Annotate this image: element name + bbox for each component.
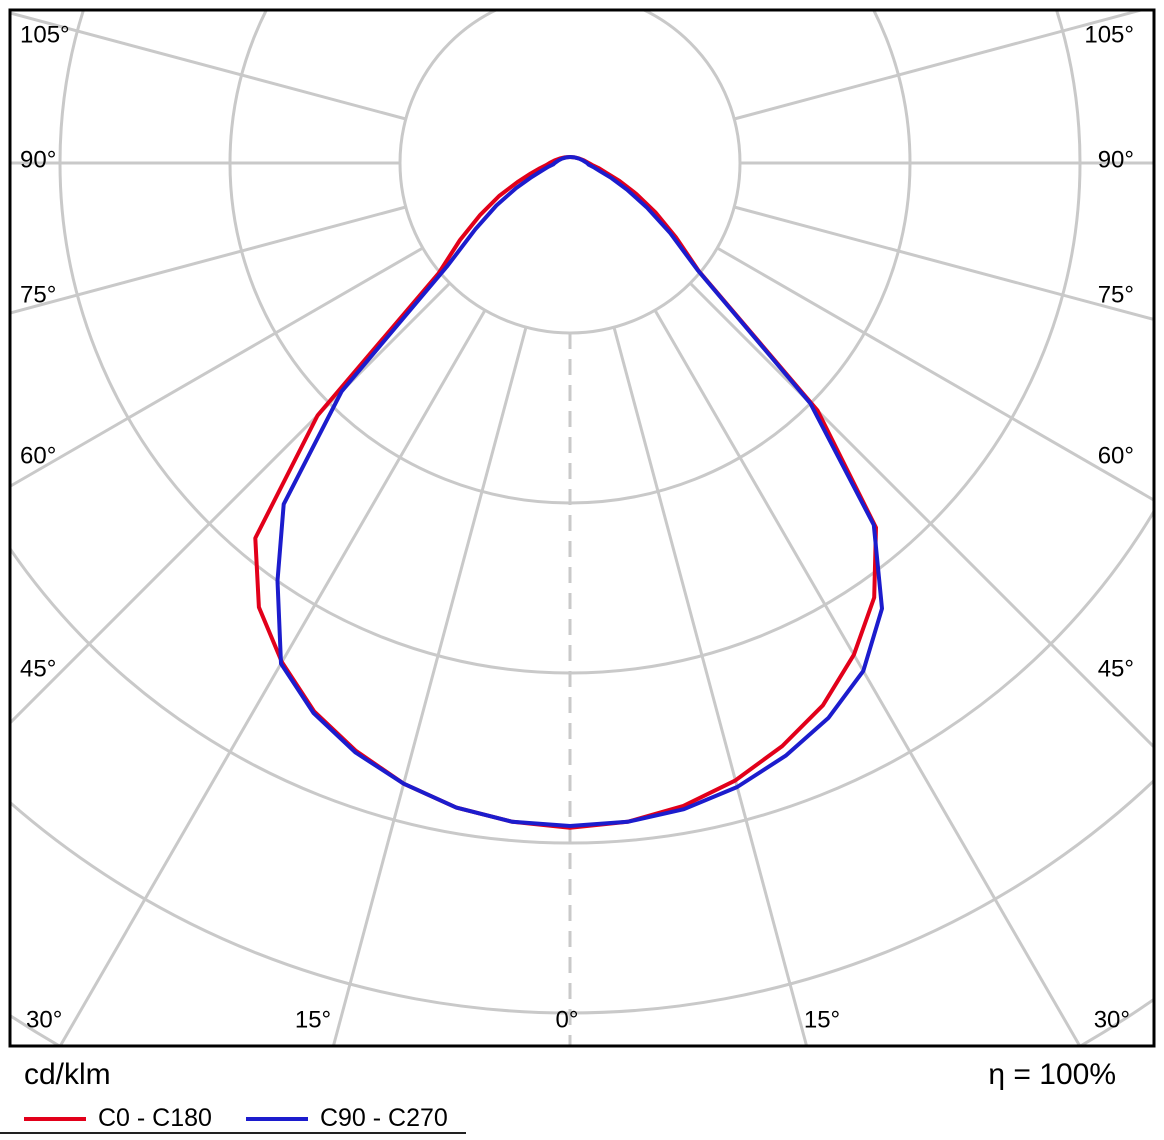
angle-label: 15° xyxy=(295,1006,331,1033)
angle-label: 60° xyxy=(20,442,56,469)
radial-unit-label: cd/klm xyxy=(24,1058,111,1091)
angle-label: 15° xyxy=(804,1006,840,1033)
grid-ring xyxy=(10,508,1154,845)
angle-label: 30° xyxy=(26,1006,62,1033)
polar-intensity-chart: 105° 90° 75° 60° 45° 30° 105° 90° 75° 60° 45° 30° 15… xyxy=(8,8,1156,1048)
legend-divider-line xyxy=(0,1132,466,1134)
legend-label-c0-c180: C0 - C180 xyxy=(98,1104,212,1132)
angle-label: 105° xyxy=(20,21,70,48)
red-line-swatch xyxy=(24,1116,86,1121)
curve-C90-C270 xyxy=(275,155,884,828)
efficiency-label: η = 100% xyxy=(988,1058,1116,1091)
grid-spoke xyxy=(733,205,1154,322)
legend-item-c90-c270: C90 - C270 xyxy=(245,1104,448,1133)
grid-spoke xyxy=(612,326,809,1046)
grid-spoke xyxy=(10,205,407,315)
grid-spoke xyxy=(58,309,487,1046)
angle-label: 60° xyxy=(1098,442,1134,469)
legend-label-c90-c270: C90 - C270 xyxy=(319,1104,448,1132)
angle-label: 45° xyxy=(1098,655,1134,682)
intensity-curves xyxy=(253,155,884,830)
chart-border xyxy=(8,8,1156,1048)
grid-spoke xyxy=(331,326,528,1046)
grid-ring xyxy=(228,10,912,505)
grid-spoke xyxy=(716,246,1154,502)
grid-ring xyxy=(398,10,742,335)
polar-grid xyxy=(10,10,1154,1046)
angle-label: 45° xyxy=(20,655,56,682)
angle-label: 30° xyxy=(1094,1006,1130,1033)
angle-label: 0° xyxy=(556,1006,579,1033)
blue-line-swatch xyxy=(245,1116,308,1121)
angle-label: 90° xyxy=(20,146,56,173)
angle-label: 75° xyxy=(1098,281,1134,308)
grid-spoke xyxy=(689,282,1154,750)
legend-item-c0-c180: C0 - C180 xyxy=(24,1104,212,1133)
grid-spoke xyxy=(10,11,407,121)
angle-label: 90° xyxy=(1098,146,1134,173)
grid-ring xyxy=(10,778,1154,1015)
angle-label: 105° xyxy=(1084,21,1134,48)
grid-spoke xyxy=(733,10,1147,121)
grid-spoke xyxy=(10,246,424,489)
grid-spoke xyxy=(653,309,1082,1046)
curve-C0-C180 xyxy=(253,155,878,830)
angle-label: 75° xyxy=(20,281,56,308)
legend: C0 - C180 C90 - C270 xyxy=(24,1104,448,1133)
